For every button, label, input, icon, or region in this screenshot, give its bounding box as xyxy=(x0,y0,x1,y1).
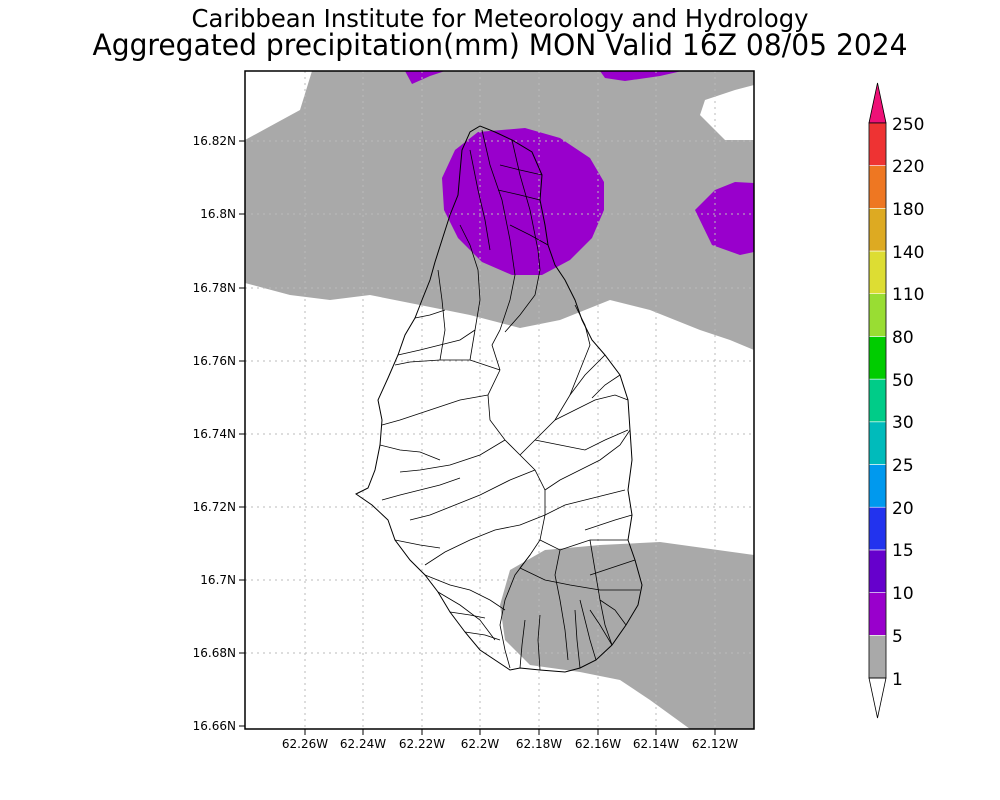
legend-label: 110 xyxy=(892,285,924,305)
legend-swatch xyxy=(868,165,887,209)
lat-label: 16.68N xyxy=(193,646,236,660)
map-plot-area xyxy=(245,71,754,729)
legend-label: 5 xyxy=(892,627,903,647)
legend-label: 30 xyxy=(892,413,914,433)
lon-label: 62.18W xyxy=(516,737,562,751)
lat-label: 16.66N xyxy=(193,719,236,733)
precip-region-north-5-10mm xyxy=(442,128,604,275)
legend-swatch xyxy=(868,250,887,295)
legend-bar-outline xyxy=(868,122,887,679)
legend-label: 140 xyxy=(892,243,924,263)
legend-label: 20 xyxy=(892,499,914,519)
lon-label: 62.2W xyxy=(461,737,500,751)
legend-swatch xyxy=(868,592,887,636)
lat-label: 16.82N xyxy=(193,134,236,148)
lat-label: 16.74N xyxy=(193,427,236,441)
legend-swatch xyxy=(868,634,887,679)
lat-label: 16.76N xyxy=(193,354,236,368)
legend-swatch xyxy=(868,421,887,465)
lat-label: 16.7N xyxy=(200,573,236,587)
legend-swatch xyxy=(868,506,887,551)
legend-label: 250 xyxy=(892,115,924,135)
precip-region-top-5-10mm xyxy=(405,71,445,84)
legend-label: 1 xyxy=(892,670,903,690)
longitude-labels: 62.26W 62.24W 62.22W 62.2W 62.18W 62.16W… xyxy=(282,737,738,751)
precip-region-top-right-5-10mm xyxy=(600,71,682,81)
lon-label: 62.24W xyxy=(340,737,386,751)
legend-label: 80 xyxy=(892,328,914,348)
legend-swatch-min xyxy=(868,677,887,719)
map-title-institute: Caribbean Institute for Meteorology and … xyxy=(191,4,809,33)
legend-label: 10 xyxy=(892,584,914,604)
legend-labels: 1 5 10 15 20 25 30 50 80 110 140 180 220… xyxy=(892,115,924,690)
watershed-boundaries xyxy=(379,129,640,671)
legend-swatch xyxy=(868,378,887,423)
map-title-product: Aggregated precipitation(mm) MON Valid 1… xyxy=(92,28,908,62)
lon-label: 62.26W xyxy=(282,737,328,751)
legend-swatch xyxy=(868,336,887,380)
lat-label: 16.78N xyxy=(193,281,236,295)
legend-label: 220 xyxy=(892,157,924,177)
precip-region-east-5-10mm xyxy=(695,182,754,255)
legend-swatch xyxy=(868,208,887,252)
lon-label: 62.22W xyxy=(399,737,445,751)
map-axis-ticks xyxy=(239,140,716,735)
legend-label: 15 xyxy=(892,541,914,561)
precip-region-south-1-5mm xyxy=(500,542,754,729)
legend-swatch xyxy=(868,549,887,593)
map-frame xyxy=(244,70,755,730)
legend-label: 50 xyxy=(892,371,914,391)
lon-label: 62.16W xyxy=(575,737,621,751)
precip-color-legend xyxy=(868,82,887,719)
lat-label: 16.8N xyxy=(200,207,236,221)
legend-swatch xyxy=(868,122,887,166)
legend-label: 180 xyxy=(892,200,924,220)
map-gridlines xyxy=(245,71,754,729)
legend-swatch xyxy=(868,464,887,508)
legend-swatch-max xyxy=(868,82,887,124)
island-outline xyxy=(355,125,643,673)
lon-label: 62.14W xyxy=(633,737,679,751)
legend-swatch xyxy=(868,293,887,337)
lat-label: 16.72N xyxy=(193,500,236,514)
lon-label: 62.12W xyxy=(692,737,738,751)
legend-label: 25 xyxy=(892,456,914,476)
latitude-labels: 16.82N 16.8N 16.78N 16.76N 16.74N 16.72N… xyxy=(193,134,236,733)
